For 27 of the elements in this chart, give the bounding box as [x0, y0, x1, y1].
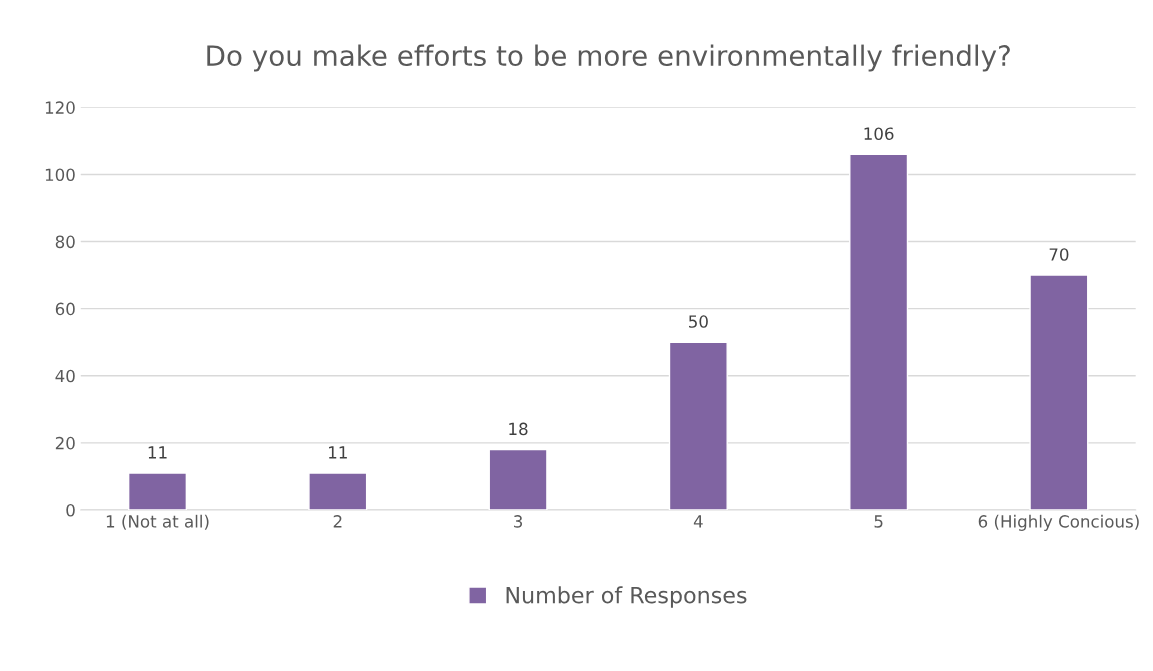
legend-label: Number of Responses	[506, 586, 747, 608]
y-tick-label: 120	[45, 101, 75, 114]
data-label: 50	[689, 315, 708, 328]
data-label: 18	[509, 422, 528, 436]
x-tick-label: 6 (Highly Concious)	[978, 514, 1139, 531]
chart-title: Do you make efforts to be more environmentally friendly?	[207, 44, 1010, 72]
bar	[1029, 274, 1089, 510]
bar	[849, 153, 909, 510]
data-label: 106	[864, 127, 894, 140]
x-tick-label: 5	[874, 515, 883, 528]
x-tick-label: 4	[693, 515, 703, 528]
bar	[668, 341, 728, 510]
data-label: 11	[329, 446, 347, 459]
bar	[308, 472, 368, 510]
x-tick-label: 3	[514, 515, 523, 528]
y-tick-label: 20	[55, 436, 75, 450]
y-tick-label: 60	[55, 302, 75, 316]
data-label: 11	[148, 446, 167, 459]
y-tick-label: 80	[55, 235, 75, 249]
bar	[488, 448, 548, 510]
data-label: 70	[1049, 248, 1069, 261]
x-tick-label: 2	[333, 515, 342, 528]
y-tick-label: 0	[66, 503, 75, 517]
y-tick-label: 40	[55, 369, 75, 383]
y-tick-label: 100	[45, 168, 75, 182]
bar	[127, 472, 188, 510]
x-tick-label: 1 (Not at all)	[106, 514, 209, 530]
